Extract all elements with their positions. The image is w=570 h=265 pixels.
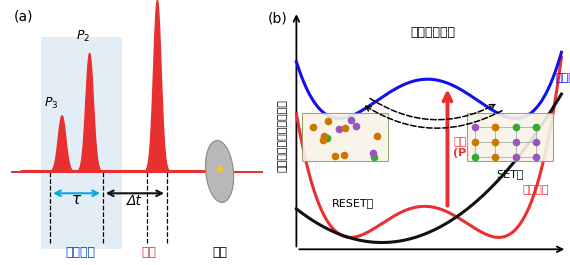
Text: Δt: Δt: [127, 194, 142, 208]
FancyBboxPatch shape: [467, 113, 553, 161]
Text: SET相: SET相: [496, 169, 524, 179]
Text: ポテンシャルエネルギー: ポテンシャルエネルギー: [277, 99, 287, 172]
Text: 励起: 励起: [142, 246, 157, 259]
Text: RESET相: RESET相: [332, 198, 374, 208]
Text: 励起
(P₁): 励起 (P₁): [453, 137, 477, 158]
Text: $P_2$: $P_2$: [76, 29, 90, 44]
Text: 超高速相変化: 超高速相変化: [411, 25, 455, 38]
Text: (a): (a): [14, 9, 34, 23]
Text: ✦: ✦: [214, 165, 225, 178]
FancyBboxPatch shape: [42, 37, 122, 249]
Text: 試料: 試料: [212, 246, 227, 259]
Ellipse shape: [205, 140, 234, 202]
Text: 基底状態: 基底状態: [523, 184, 549, 195]
FancyBboxPatch shape: [302, 113, 388, 161]
Text: $P_3$: $P_3$: [44, 96, 59, 111]
Text: τ: τ: [72, 192, 81, 207]
Text: (b): (b): [268, 11, 288, 25]
Text: モニター: モニター: [66, 246, 95, 259]
FancyArrowPatch shape: [366, 106, 502, 128]
FancyArrowPatch shape: [370, 98, 495, 120]
Text: 励起状態: 励起状態: [556, 73, 570, 83]
